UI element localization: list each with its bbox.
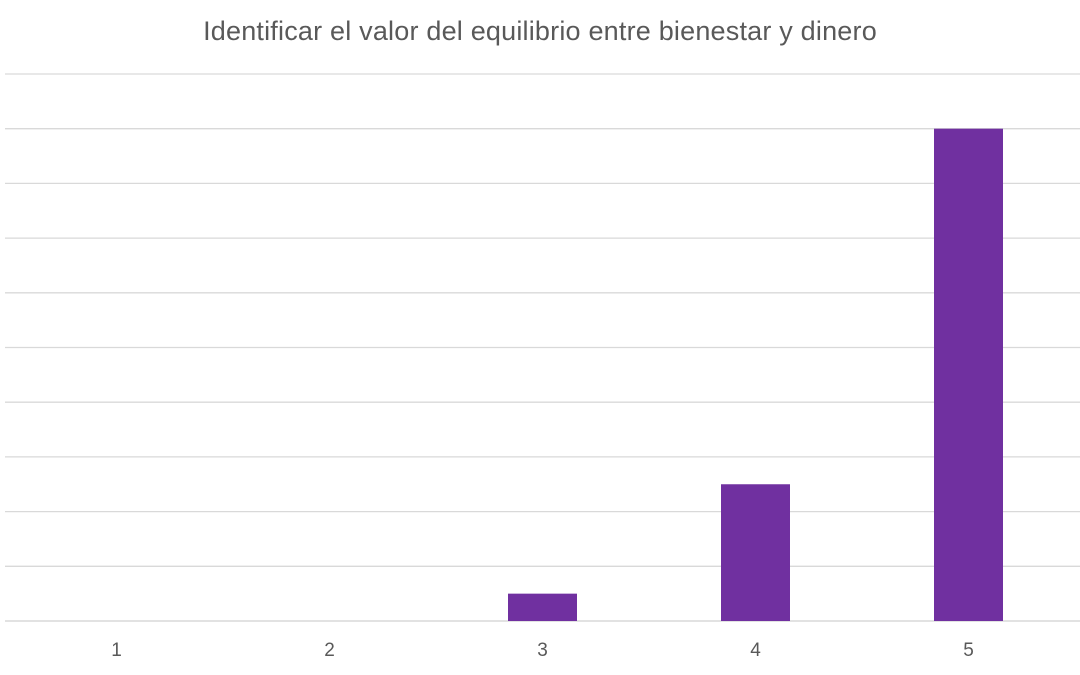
x-axis-tick-labels: 1 2 3 4 5 xyxy=(111,640,974,661)
x-tick-label-5: 5 xyxy=(963,640,974,661)
x-tick-label-4: 4 xyxy=(750,640,761,661)
x-tick-label-3: 3 xyxy=(537,640,548,661)
bars xyxy=(508,128,1003,621)
x-tick-label-2: 2 xyxy=(324,640,335,661)
bar-3 xyxy=(508,593,577,621)
chart-title: Identificar el valor del equilibrio entr… xyxy=(203,16,877,46)
bar-5 xyxy=(934,128,1003,621)
x-tick-label-1: 1 xyxy=(111,640,122,661)
bar-4 xyxy=(721,484,790,621)
gridlines xyxy=(5,73,1080,622)
